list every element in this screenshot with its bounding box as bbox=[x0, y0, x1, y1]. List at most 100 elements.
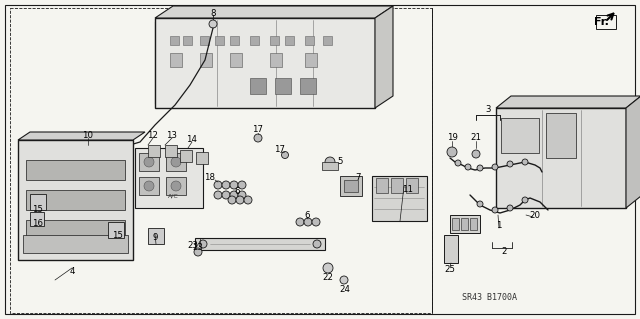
Bar bbox=[135, 148, 203, 208]
Circle shape bbox=[236, 196, 244, 204]
Text: 21: 21 bbox=[470, 133, 481, 143]
Text: 1: 1 bbox=[496, 220, 502, 229]
Circle shape bbox=[209, 20, 217, 28]
Bar bbox=[546, 113, 576, 158]
Text: 17: 17 bbox=[275, 145, 285, 154]
Bar bbox=[270, 53, 282, 67]
Text: 5: 5 bbox=[337, 158, 343, 167]
Bar bbox=[452, 218, 459, 230]
Circle shape bbox=[507, 161, 513, 167]
Text: 13: 13 bbox=[166, 131, 177, 140]
Bar bbox=[139, 177, 159, 195]
Circle shape bbox=[477, 165, 483, 171]
Circle shape bbox=[522, 197, 528, 203]
Circle shape bbox=[296, 218, 304, 226]
Circle shape bbox=[507, 205, 513, 211]
Bar bbox=[501, 118, 539, 153]
Circle shape bbox=[230, 191, 238, 199]
Bar bbox=[30, 212, 44, 226]
Text: 19: 19 bbox=[447, 133, 458, 143]
Bar bbox=[166, 153, 186, 171]
Bar bbox=[250, 78, 266, 94]
Text: SR43 B1700A: SR43 B1700A bbox=[463, 293, 518, 302]
Bar bbox=[200, 53, 212, 67]
Circle shape bbox=[323, 263, 333, 273]
Bar bbox=[148, 228, 164, 244]
Circle shape bbox=[447, 147, 457, 157]
Text: 15: 15 bbox=[113, 232, 124, 241]
Bar bbox=[270, 36, 279, 45]
Bar bbox=[166, 177, 186, 195]
Circle shape bbox=[222, 191, 230, 199]
Circle shape bbox=[214, 191, 222, 199]
Circle shape bbox=[244, 196, 252, 204]
Text: 6: 6 bbox=[234, 188, 240, 197]
Bar bbox=[170, 36, 179, 45]
Bar bbox=[596, 15, 616, 29]
Bar bbox=[195, 238, 325, 250]
Bar bbox=[305, 53, 317, 67]
Text: 3: 3 bbox=[485, 106, 491, 115]
Circle shape bbox=[238, 191, 246, 199]
Bar bbox=[305, 36, 314, 45]
Polygon shape bbox=[155, 6, 393, 18]
Text: 7: 7 bbox=[355, 174, 361, 182]
Bar bbox=[340, 176, 362, 196]
Text: 14: 14 bbox=[186, 136, 198, 145]
Bar bbox=[215, 36, 224, 45]
Bar bbox=[461, 218, 468, 230]
Bar bbox=[26, 160, 125, 180]
Text: 12: 12 bbox=[147, 131, 159, 140]
Bar bbox=[470, 218, 477, 230]
Circle shape bbox=[313, 240, 321, 248]
Circle shape bbox=[312, 218, 320, 226]
Bar bbox=[322, 162, 338, 170]
Polygon shape bbox=[496, 96, 640, 108]
Polygon shape bbox=[375, 6, 393, 108]
Bar bbox=[180, 150, 192, 162]
Bar bbox=[148, 145, 160, 157]
Text: 10: 10 bbox=[83, 131, 93, 140]
Polygon shape bbox=[18, 132, 145, 140]
Text: Fr.: Fr. bbox=[593, 17, 609, 27]
Text: 22: 22 bbox=[323, 273, 333, 283]
Circle shape bbox=[455, 160, 461, 166]
Bar bbox=[200, 36, 209, 45]
Bar bbox=[496, 108, 626, 208]
Circle shape bbox=[254, 134, 262, 142]
Circle shape bbox=[340, 276, 348, 284]
Bar bbox=[139, 153, 159, 171]
Circle shape bbox=[171, 157, 181, 167]
Circle shape bbox=[492, 207, 498, 213]
Circle shape bbox=[194, 248, 202, 256]
Bar bbox=[23, 235, 128, 253]
Text: 6: 6 bbox=[304, 211, 310, 219]
Circle shape bbox=[199, 240, 207, 248]
Text: 2: 2 bbox=[501, 248, 507, 256]
Bar bbox=[18, 140, 133, 260]
Text: 8: 8 bbox=[211, 10, 216, 19]
Bar bbox=[230, 36, 239, 45]
Bar bbox=[372, 176, 427, 221]
Text: 25: 25 bbox=[445, 265, 456, 275]
Text: 9: 9 bbox=[152, 234, 157, 242]
Bar bbox=[30, 194, 46, 210]
Circle shape bbox=[522, 159, 528, 165]
Bar bbox=[155, 18, 375, 108]
Bar bbox=[26, 220, 125, 240]
Text: 16: 16 bbox=[33, 219, 44, 228]
Text: 23: 23 bbox=[193, 243, 204, 253]
Circle shape bbox=[171, 181, 181, 191]
Bar bbox=[26, 190, 125, 210]
Text: 15: 15 bbox=[33, 205, 44, 214]
Circle shape bbox=[214, 181, 222, 189]
Circle shape bbox=[144, 157, 154, 167]
Bar bbox=[406, 178, 418, 193]
Circle shape bbox=[230, 181, 238, 189]
Bar bbox=[450, 215, 480, 233]
Bar bbox=[108, 222, 124, 238]
Circle shape bbox=[282, 152, 289, 159]
Bar bbox=[165, 145, 177, 157]
Bar bbox=[10, 8, 432, 313]
Circle shape bbox=[144, 181, 154, 191]
